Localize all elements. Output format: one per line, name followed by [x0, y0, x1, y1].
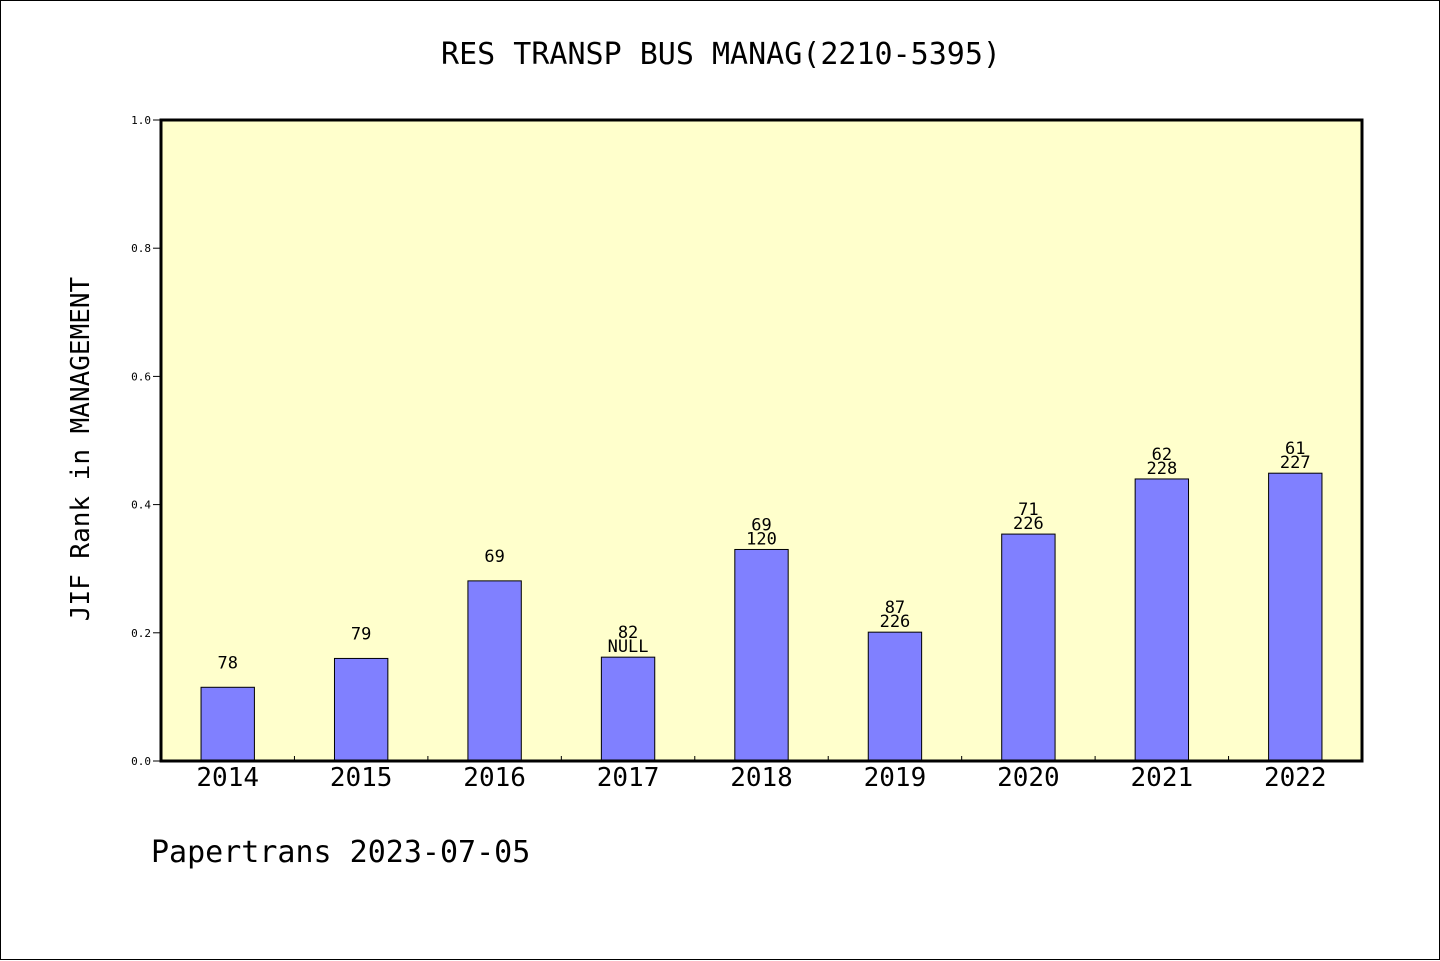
y-tick-label: 1.0 — [131, 114, 151, 127]
bar-2015 — [333, 657, 389, 762]
plot-frame — [159, 118, 1364, 763]
y-tick-label: 0.2 — [131, 627, 151, 640]
x-tick-label: 2016 — [463, 763, 526, 793]
bar-2022 — [1268, 472, 1323, 762]
x-tick-label: 2019 — [864, 763, 927, 793]
bar-2019 — [867, 631, 923, 762]
data-label-secondary: 120 — [746, 529, 777, 549]
data-label: 79 — [351, 624, 371, 644]
x-tick-label: 2020 — [997, 763, 1060, 793]
x-tick-label: 2017 — [597, 763, 660, 793]
bar-2020 — [1001, 533, 1056, 762]
x-tick-label: 2014 — [196, 763, 259, 793]
data-label-secondary: 227 — [1280, 453, 1311, 473]
y-tick-label: 0.6 — [131, 370, 151, 383]
bar-2016 — [467, 580, 522, 762]
y-tick-label: 0.0 — [131, 755, 151, 768]
x-tick-label: 2018 — [730, 763, 793, 793]
data-label-secondary: 228 — [1146, 459, 1177, 479]
x-tick-label: 2021 — [1131, 763, 1194, 793]
data-label: 87 — [885, 598, 905, 618]
y-tick-label: 0.4 — [131, 499, 151, 512]
data-label-secondary: NULL — [608, 637, 649, 657]
data-label: 71 — [1018, 500, 1038, 520]
data-label: 78 — [217, 653, 237, 673]
data-label: 69 — [484, 547, 504, 567]
bar-2021 — [1134, 478, 1190, 762]
data-label: 69 — [751, 515, 771, 535]
data-label: 61 — [1285, 439, 1305, 459]
data-label-secondary: 226 — [880, 612, 911, 632]
chart-title: RES TRANSP BUS MANAG(2210-5395) — [441, 37, 1001, 72]
bar-2014 — [200, 686, 255, 762]
y-tick-label: 0.8 — [131, 242, 151, 255]
bar-2017 — [600, 656, 656, 762]
data-label: 62 — [1152, 445, 1172, 465]
data-label-secondary: 226 — [1013, 514, 1044, 534]
data-label: 82 — [618, 623, 638, 643]
footer-credit: Papertrans 2023-07-05 — [151, 835, 531, 870]
x-tick-label: 2015 — [330, 763, 393, 793]
x-tick-label: 2022 — [1264, 763, 1327, 793]
bar-2018 — [734, 548, 789, 762]
